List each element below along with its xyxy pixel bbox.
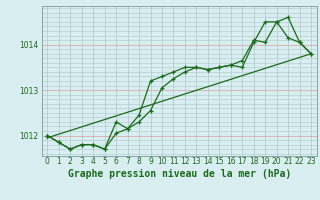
X-axis label: Graphe pression niveau de la mer (hPa): Graphe pression niveau de la mer (hPa) bbox=[68, 169, 291, 179]
